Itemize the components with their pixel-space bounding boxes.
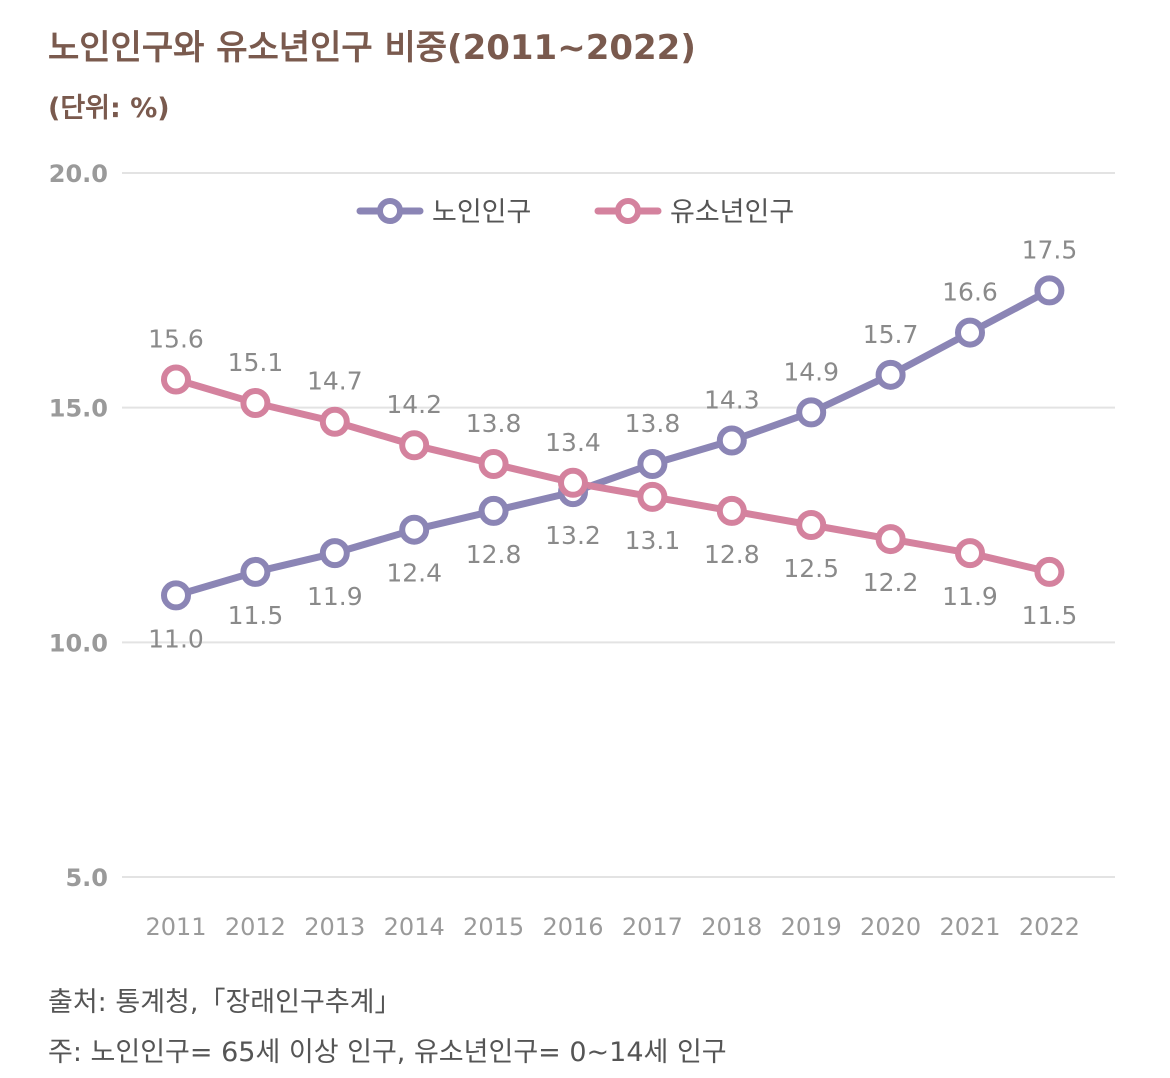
data-point (399, 514, 430, 545)
data-point (161, 580, 191, 611)
data-point (478, 495, 509, 526)
data-point (796, 397, 827, 428)
x-tick-label: 2019 (781, 913, 842, 941)
data-label: 14.7 (307, 367, 363, 396)
data-point (716, 425, 747, 456)
data-label: 12.2 (863, 568, 919, 597)
legend-marker (615, 198, 641, 224)
x-tick-label: 2011 (145, 913, 206, 941)
data-point (875, 359, 906, 390)
data-point (240, 556, 271, 587)
data-label: 17.5 (1022, 235, 1078, 264)
x-tick-label: 2021 (939, 913, 1000, 941)
data-point (716, 495, 747, 526)
data-label: 12.5 (783, 554, 839, 583)
data-label: 13.2 (545, 521, 601, 550)
data-label: 15.6 (148, 325, 204, 354)
legend-label: 유소년인구 (670, 197, 794, 228)
data-point (240, 387, 271, 418)
data-label: 11.9 (942, 582, 998, 611)
y-tick-label: 15.0 (49, 395, 108, 423)
data-label: 12.8 (704, 540, 760, 569)
data-point (1034, 275, 1065, 306)
data-label: 11.5 (1022, 601, 1078, 630)
data-point (637, 448, 668, 479)
y-tick-label: 5.0 (65, 864, 108, 892)
data-point (1034, 556, 1065, 587)
data-point (875, 524, 906, 555)
legend-item-elderly: 노인인구 (356, 197, 531, 228)
data-point (319, 538, 350, 569)
data-label: 12.8 (466, 540, 522, 569)
x-tick-label: 2022 (1019, 913, 1080, 941)
data-label: 14.3 (704, 386, 760, 415)
data-label: 13.1 (625, 526, 681, 555)
legend-label: 노인인구 (432, 197, 531, 228)
source-note: 출처: 통계청,「장래인구추계」 (48, 987, 402, 1018)
definition-note: 주: 노인인구= 65세 이상 인구, 유소년인구= 0~14세 인구 (48, 1037, 727, 1068)
data-label: 13.8 (466, 409, 522, 438)
data-label: 11.0 (148, 624, 204, 653)
unit-label: (단위: %) (48, 93, 170, 124)
legend-item-youth: 유소년인구 (594, 197, 794, 228)
data-point (955, 538, 985, 569)
y-tick-label: 20.0 (49, 160, 108, 188)
data-label: 14.2 (386, 390, 442, 419)
data-label: 13.4 (545, 428, 601, 457)
data-point (319, 406, 350, 437)
x-tick-label: 2012 (225, 913, 286, 941)
data-point (796, 510, 827, 540)
x-tick-label: 2016 (542, 913, 603, 941)
x-tick-label: 2013 (304, 913, 365, 941)
data-point (955, 317, 985, 348)
y-tick-label: 10.0 (49, 629, 108, 657)
data-point (637, 481, 668, 512)
x-tick-label: 2015 (463, 913, 524, 941)
data-label: 16.6 (942, 278, 998, 307)
data-label: 14.9 (783, 357, 839, 386)
data-point (558, 467, 588, 498)
x-tick-label: 2014 (384, 913, 445, 941)
data-label: 11.5 (228, 601, 284, 630)
data-point (399, 430, 430, 461)
chart-title: 노인인구와 유소년인구 비중(2011~2022) (48, 28, 696, 68)
x-tick-label: 2018 (701, 913, 762, 941)
data-label: 15.1 (228, 348, 284, 377)
data-point (478, 448, 509, 479)
data-label: 15.7 (863, 320, 919, 349)
data-label: 13.8 (625, 409, 681, 438)
legend-marker (377, 198, 403, 224)
data-label: 11.9 (307, 582, 363, 611)
data-point (161, 364, 191, 395)
x-tick-label: 2017 (622, 913, 683, 941)
data-label: 12.4 (386, 559, 442, 588)
x-tick-label: 2020 (860, 913, 921, 941)
